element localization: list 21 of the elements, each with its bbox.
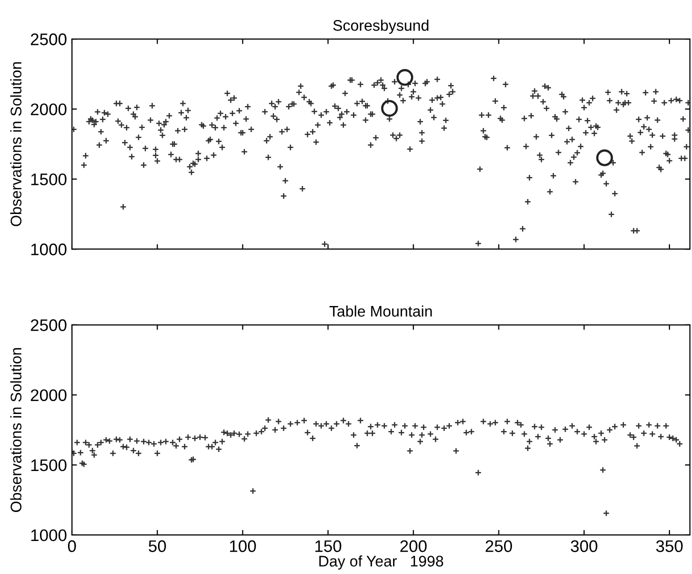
x-tick-label: 0 (68, 540, 76, 552)
x-axis-title: Day of Year 1998 (319, 555, 444, 570)
y-tick-label: 2500 (30, 319, 66, 332)
y-tick-label: 2500 (30, 33, 66, 46)
x-tick-label: 150 (315, 540, 342, 552)
y-tick-label: 1500 (31, 459, 66, 472)
y-tick-label: 1000 (31, 244, 66, 256)
y-axis-title: Observations in Solution (10, 62, 22, 226)
x-tick-label: 100 (230, 540, 256, 552)
x-tick-label: 350 (656, 540, 683, 552)
y-tick-label: 1000 (31, 529, 66, 542)
chart-title: Scoresbysund (333, 20, 428, 34)
x-tick-label: 200 (400, 540, 427, 552)
chart-title: Table Mountain (329, 305, 432, 317)
y-tick-label: 1500 (31, 173, 66, 186)
y-tick-label: 2000 (30, 389, 66, 402)
y-tick-label: 2000 (30, 103, 66, 116)
x-tick-label: 300 (570, 540, 598, 552)
x-tick-label: 250 (486, 540, 512, 552)
y-axis-title: Observations in Solution (10, 348, 22, 512)
x-tick-label: 50 (148, 540, 166, 552)
